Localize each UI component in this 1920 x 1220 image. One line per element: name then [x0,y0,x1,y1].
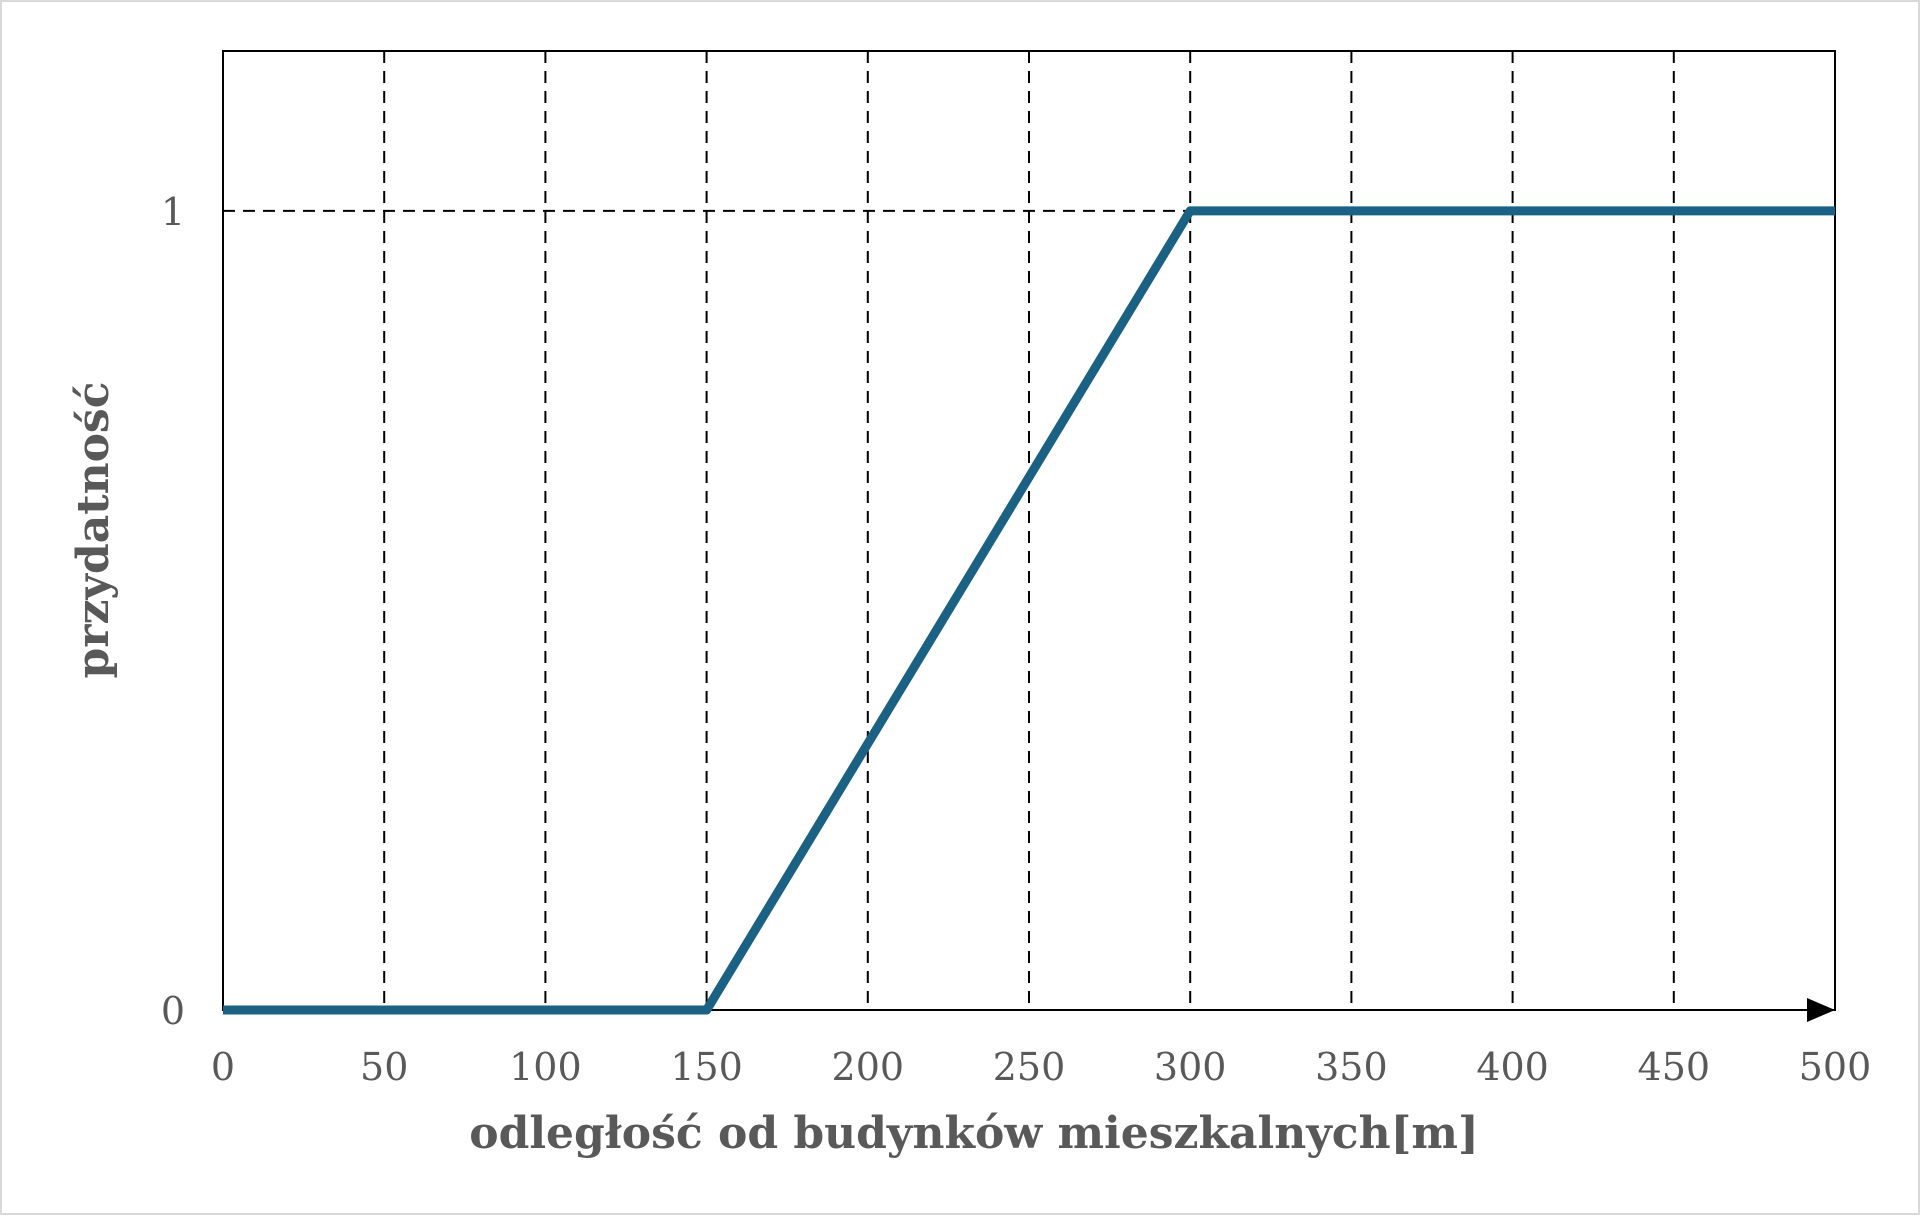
y-tick-labels: 01 [161,190,185,1033]
y-tick-label: 1 [161,190,185,234]
y-axis-title: przydatność [68,382,119,679]
y-tick-label: 0 [161,989,185,1033]
x-tick-label: 0 [211,1045,235,1089]
series-layer [223,206,1835,1015]
plot-area-border [222,50,1836,1011]
x-axis-arrow-icon [1807,998,1835,1022]
x-tick-label: 100 [509,1045,582,1089]
x-tick-label: 150 [670,1045,743,1089]
x-tick-label: 500 [1799,1045,1872,1089]
x-tick-label: 450 [1638,1045,1711,1089]
x-tick-label: 400 [1476,1045,1549,1089]
series-line [223,206,1835,1015]
x-tick-labels: 0 50 100 150 200 250 300 350 400 450 500 [211,1045,1871,1089]
x-tick-label: 300 [1154,1045,1227,1089]
x-tick-label: 250 [993,1045,1066,1089]
x-tick-label: 50 [360,1045,408,1089]
x-axis-title: odległość od budynków mieszkalnych[m] [469,1108,1479,1159]
x-tick-label: 350 [1315,1045,1388,1089]
x-tick-label: 200 [832,1045,905,1089]
